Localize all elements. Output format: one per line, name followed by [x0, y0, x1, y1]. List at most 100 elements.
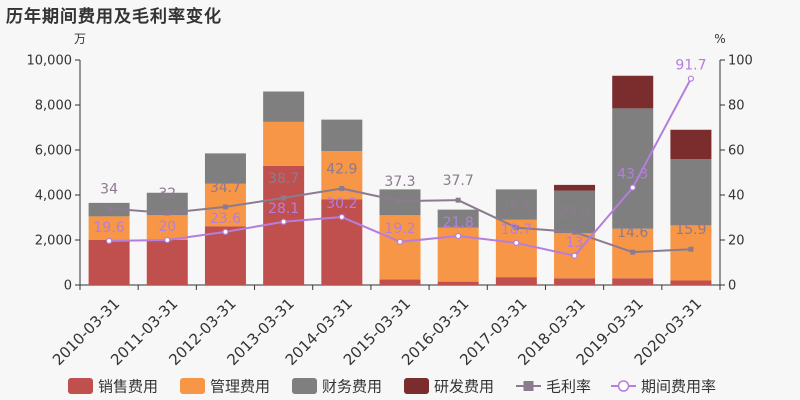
expense-ratio-point [280, 218, 287, 225]
gross-margin-data-label: 34 [100, 182, 118, 198]
bar-sales [146, 240, 188, 285]
expense-ratio-point [222, 228, 229, 235]
legend-gross-margin-marker [523, 381, 534, 391]
bar-finance [263, 91, 305, 122]
bar-sales [554, 278, 596, 285]
expense-ratio-data-label: 23.6 [210, 211, 241, 227]
expense-ratio-point [687, 75, 695, 82]
bar-sales [670, 280, 712, 285]
y-right-tick-label: 0 [728, 279, 736, 294]
gross-margin-point [630, 249, 636, 255]
bar-finance [495, 189, 537, 220]
bar-admin [88, 216, 130, 240]
gross-margin-point [164, 210, 170, 216]
gross-margin-data-label: 14.6 [617, 225, 648, 241]
bar-admin [670, 225, 712, 281]
bar-sales [321, 199, 363, 285]
expense-ratio-point [629, 184, 636, 191]
y-left-tick-label: 4,000 [35, 189, 72, 204]
bar-admin [263, 121, 305, 166]
expense-ratio-point [571, 252, 578, 259]
gross-margin-point [688, 246, 694, 252]
gross-margin-point [339, 185, 345, 191]
gross-margin-point [513, 225, 519, 231]
legend-admin-label: 管理费用 [210, 378, 270, 396]
expense-ratio-data-label: 21.8 [443, 215, 474, 231]
expense-ratio-data-label: 19.2 [384, 221, 415, 237]
y-right-unit-label: % [714, 32, 725, 46]
expense-ratio-data-label: 91.7 [675, 58, 706, 74]
y-left-tick-label: 10,000 [27, 54, 73, 69]
bar-finance [146, 192, 188, 216]
y-right-tick-label: 80 [728, 99, 745, 114]
expense-ratio-data-label: 13 [566, 235, 584, 251]
bar-rnd [612, 75, 654, 109]
bar-admin [146, 215, 188, 240]
bar-sales [495, 277, 537, 285]
gross-margin-data-label: 32 [158, 186, 176, 202]
expense-ratio-data-label: 20 [158, 219, 176, 235]
legend-finance-swatch [292, 378, 317, 394]
y-left-tick-label: 0 [64, 279, 72, 294]
expense-ratio-point [513, 239, 520, 247]
gross-margin-point [572, 229, 578, 235]
expense-ratio-point [338, 213, 345, 221]
expense-ratio-data-label: 18.7 [501, 222, 532, 238]
expense-ratio-point [455, 232, 462, 240]
gross-margin-data-label: 25.5 [501, 201, 532, 217]
legend-sales-label: 销售费用 [98, 378, 158, 396]
gross-margin-data-label: 37.7 [443, 173, 474, 189]
bar-finance [612, 108, 654, 229]
bar-sales [263, 165, 305, 285]
y-left-tick-label: 2,000 [35, 234, 72, 249]
gross-margin-data-label: 23.5 [559, 205, 590, 221]
expense-ratio-data-label: 43.3 [617, 167, 648, 183]
legend-rnd-swatch [404, 378, 429, 394]
expense-ratio-data-label: 30.2 [326, 196, 357, 212]
gross-margin-point [106, 206, 112, 211]
y-right-tick-label: 40 [728, 189, 745, 204]
gross-margin-data-label: 38.7 [268, 171, 299, 187]
y-right-tick-label: 100 [728, 54, 753, 69]
bar-sales [379, 279, 421, 285]
legend-admin-swatch [180, 378, 205, 394]
expense-ratio-point [396, 238, 404, 245]
bar-sales [204, 226, 246, 285]
bar-finance [321, 119, 363, 152]
gross-margin-data-label: 42.9 [326, 161, 357, 177]
bar-sales [612, 278, 654, 285]
legend-sales-swatch [68, 378, 93, 394]
bar-rnd [554, 184, 596, 191]
gross-margin-data-label: 15.9 [675, 222, 706, 238]
expense-ratio-data-label: 19.6 [94, 220, 125, 236]
bar-finance [437, 209, 479, 228]
expense-ratio-data-label: 28.1 [268, 201, 299, 217]
bar-finance [670, 159, 712, 226]
gross-margin-data-label: 34.7 [210, 180, 241, 196]
y-right-tick-label: 20 [728, 234, 745, 249]
gross-margin-data-label: 37.3 [384, 174, 415, 190]
gross-margin-point [455, 197, 461, 203]
y-left-tick-label: 8,000 [35, 99, 72, 114]
y-right-tick-label: 60 [728, 144, 745, 159]
legend-expense-ratio-label: 期间费用率 [641, 378, 716, 396]
gross-margin-point [222, 204, 228, 210]
legend-finance-label: 财务费用 [322, 378, 382, 396]
legend-expense-ratio-marker [617, 380, 630, 392]
bar-rnd [670, 129, 712, 159]
bar-finance [204, 153, 246, 184]
y-left-tick-label: 6,000 [35, 144, 72, 159]
bar-sales [88, 240, 130, 285]
bar-admin [379, 215, 421, 280]
y-left-unit-label: 万 [74, 32, 86, 46]
chart-title: 历年期间费用及毛利率变化 [6, 7, 222, 27]
expense-ratio-point [164, 236, 171, 244]
gross-margin-point [281, 195, 287, 201]
legend-gross-margin-label: 毛利率 [546, 378, 591, 396]
expense-ratio-point [105, 237, 113, 244]
bar-sales [437, 281, 479, 285]
legend-rnd-label: 研发费用 [434, 378, 494, 396]
bar-finance [554, 190, 596, 234]
